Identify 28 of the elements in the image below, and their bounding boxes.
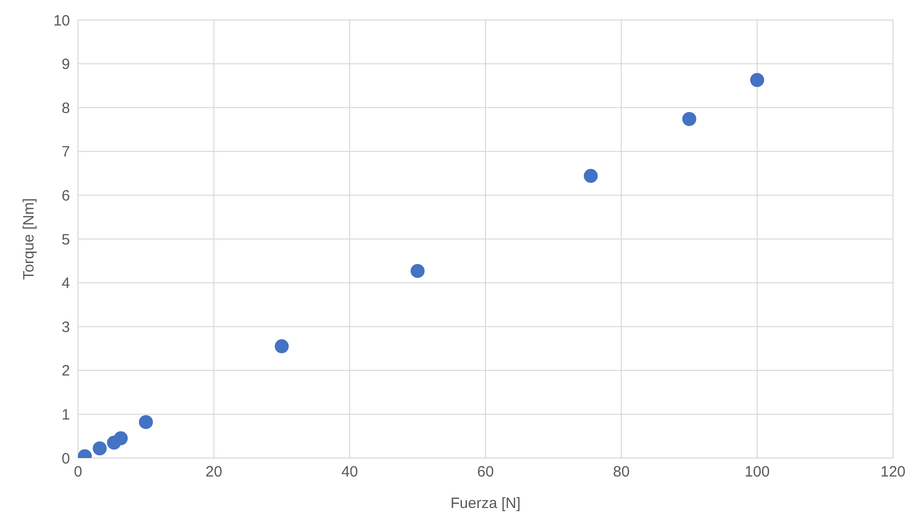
y-tick-label: 10 [53,12,70,30]
y-tick-label: 7 [62,144,70,161]
x-tick-label: 40 [341,464,358,481]
y-tick-label: 6 [62,188,70,205]
y-tick-label: 0 [62,450,70,468]
point [114,431,128,446]
point [584,168,598,183]
y-tick-label: 8 [62,100,70,117]
x-tick-label: 80 [612,464,630,481]
y-tick-label: 4 [62,275,70,292]
x-tick-label: 120 [880,464,906,481]
y-tick-label: 3 [62,318,70,336]
y-tick-label: 2 [62,362,70,380]
x-tick-label: 100 [744,464,770,481]
point [750,73,764,88]
y-tick-label: 1 [62,406,70,424]
point [92,441,107,456]
y-axis-title: Torque [Nm] [20,198,38,280]
point [410,264,425,278]
point [682,112,696,126]
x-tick-label: 60 [477,464,494,481]
point [274,339,289,354]
y-tick-label: 9 [62,56,70,74]
y-tick-label: 5 [62,231,70,248]
x-axis-title: Fuerza [N] [450,495,521,512]
x-tick-label: 0 [74,464,82,481]
point [138,415,153,430]
x-tick-label: 20 [205,464,222,481]
